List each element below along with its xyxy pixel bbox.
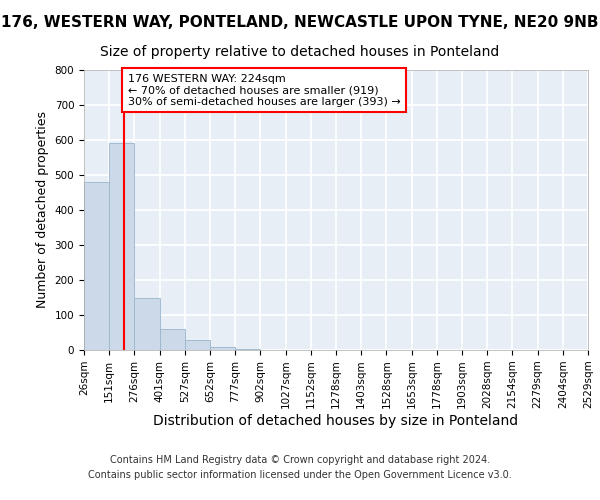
Bar <box>235 349 260 350</box>
Bar <box>185 340 210 350</box>
Bar <box>84 182 109 350</box>
X-axis label: Distribution of detached houses by size in Ponteland: Distribution of detached houses by size … <box>154 414 518 428</box>
Bar <box>134 298 160 350</box>
Text: 176 WESTERN WAY: 224sqm
← 70% of detached houses are smaller (919)
30% of semi-d: 176 WESTERN WAY: 224sqm ← 70% of detache… <box>128 74 401 106</box>
Bar <box>210 347 235 350</box>
Text: 176, WESTERN WAY, PONTELAND, NEWCASTLE UPON TYNE, NE20 9NB: 176, WESTERN WAY, PONTELAND, NEWCASTLE U… <box>1 15 599 30</box>
Y-axis label: Number of detached properties: Number of detached properties <box>36 112 49 308</box>
Text: Size of property relative to detached houses in Ponteland: Size of property relative to detached ho… <box>100 45 500 59</box>
Bar <box>109 144 134 350</box>
Bar <box>160 329 185 350</box>
Text: Contains HM Land Registry data © Crown copyright and database right 2024.
Contai: Contains HM Land Registry data © Crown c… <box>88 455 512 480</box>
